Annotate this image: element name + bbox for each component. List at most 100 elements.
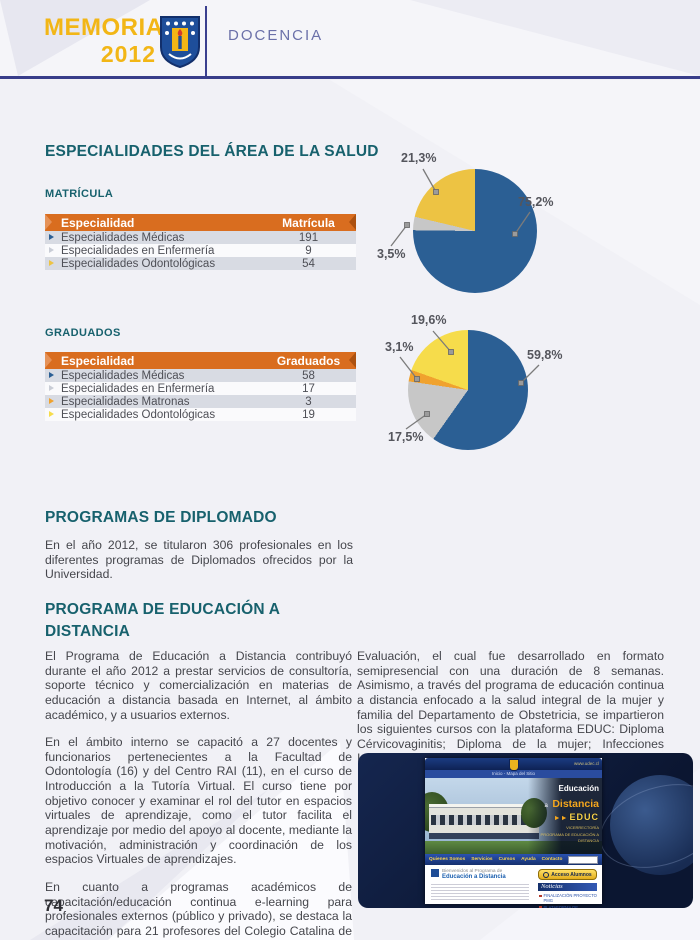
acceso-alumnos-button: Acceso Alumnos xyxy=(538,869,597,880)
row-marker-icon xyxy=(49,398,54,404)
site-search-box xyxy=(568,855,598,864)
hero-caption2: PROGRAMA DE EDUCACIÓN A DISTANCIA xyxy=(540,832,599,843)
noticias-list: FINALIZACIÓN PROYECTO PMG PLATAFORMA DE … xyxy=(538,893,597,908)
hero-caption1: VICERRECTORÍA xyxy=(566,825,599,831)
salud-title: ESPECIALIDADES DEL ÁREA DE LA SALUD xyxy=(45,143,379,160)
table-row: Especialidades Odontológicas 19 xyxy=(45,408,356,421)
news-item-label: PLATAFORMA DE COMUNICACIONES INTERACTIVA… xyxy=(543,904,579,908)
educ-arrows-icon: ►► xyxy=(553,815,568,823)
row-value: 17 xyxy=(302,382,315,395)
news-item-label: FINALIZACIÓN PROYECTO PMG xyxy=(543,893,597,904)
welcome-small: Bienvenidos al Programa de xyxy=(442,869,503,874)
educ-logo: EDUC xyxy=(569,812,599,823)
diplomado-title: PROGRAMAS DE DIPLOMADO xyxy=(45,509,277,526)
building-windows xyxy=(431,815,537,825)
row-label: Especialidades Odontológicas xyxy=(61,257,216,270)
section-label: DOCENCIA xyxy=(228,27,324,44)
brand-year: 2012 xyxy=(100,41,156,67)
placeholder-body-text xyxy=(431,884,529,902)
row-marker-icon xyxy=(49,372,54,378)
site-navbar: Quienes Somos Servicios Cursos Ayuda Con… xyxy=(425,854,602,865)
welcome-icon xyxy=(431,869,439,877)
hero-text-block: Educación a Distancia ►► EDUC VICERRECTO… xyxy=(533,784,599,843)
table-row: Especialidades Matronas 3 xyxy=(45,395,356,408)
paragraph: Evaluación, el cual fue desarrollado en … xyxy=(357,649,664,765)
col-matricula: Matrícula xyxy=(282,215,335,230)
site-nav-item: Ayuda xyxy=(521,857,536,862)
welcome-block: Bienvenidos al Programa de Educación a D… xyxy=(431,869,533,904)
distancia-title: PROGRAMA DE EDUCACIÓN A DISTANCIA xyxy=(45,601,280,640)
site-nav-item: Servicios xyxy=(471,857,493,862)
matricula-label: MATRÍCULA xyxy=(45,188,114,200)
hero-shade xyxy=(528,778,602,854)
pie-label: 59,8% xyxy=(527,348,563,362)
hero-line1: Educación xyxy=(558,784,599,793)
pie-label: 75,2% xyxy=(518,195,554,209)
graduados-pie-chart: 19,6% 3,1% 59,8% 17,5% xyxy=(383,310,583,450)
table-row: Especialidades Médicas 58 xyxy=(45,369,356,382)
site-url: www.udec.cl xyxy=(573,761,599,766)
graduados-table-header: Especialidad Graduados xyxy=(45,352,356,369)
news-item: FINALIZACIÓN PROYECTO PMG xyxy=(538,893,597,904)
row-value: 58 xyxy=(302,369,315,382)
site-breadcrumb: Inicio - Mapa del Sitio xyxy=(425,770,602,778)
ribbon-arrow-right-icon xyxy=(349,214,356,230)
diplomado-body: En el año 2012, se titularon 306 profesi… xyxy=(45,538,353,582)
pie-label: 17,5% xyxy=(388,430,424,444)
col-especialidad: Especialidad xyxy=(61,353,135,368)
row-value: 19 xyxy=(302,408,315,421)
paragraph: En cuanto a programas académicos de capa… xyxy=(45,879,352,940)
row-label: Especialidades en Enfermería xyxy=(61,244,215,257)
site-nav-item: Quienes Somos xyxy=(429,857,466,862)
row-marker-icon xyxy=(49,247,54,253)
ribbon-arrow-left-icon xyxy=(45,352,52,368)
site-crest-icon xyxy=(509,759,519,771)
pie-graphic xyxy=(408,330,528,450)
globe-graphic xyxy=(610,775,693,875)
matricula-table-header: Especialidad Matrícula xyxy=(45,214,356,231)
pie-label: 3,1% xyxy=(385,340,414,354)
row-label: Especialidades en Enfermería xyxy=(61,382,215,395)
table-row: Especialidades en Enfermería 9 xyxy=(45,244,356,257)
paragraph: El Programa de Educación a Distancia con… xyxy=(45,649,352,722)
row-marker-icon xyxy=(49,260,54,266)
table-row: Especialidades Médicas 191 xyxy=(45,231,356,244)
pie-graphic xyxy=(413,169,537,293)
noticias-header: Noticias xyxy=(538,883,597,891)
acceso-alumnos-label: Acceso Alumnos xyxy=(551,871,592,878)
row-value: 3 xyxy=(305,395,312,408)
ribbon-arrow-right-icon xyxy=(349,352,356,368)
power-icon xyxy=(543,871,550,878)
row-value: 54 xyxy=(302,257,315,270)
distancia-left-column: El Programa de Educación a Distancia con… xyxy=(45,649,352,940)
col-especialidad: Especialidad xyxy=(61,215,135,230)
header-divider xyxy=(205,6,207,76)
ribbon-arrow-left-icon xyxy=(45,214,52,230)
table-row: Especialidades en Enfermería 17 xyxy=(45,382,356,395)
graduados-label: GRADUADOS xyxy=(45,327,121,339)
row-label: Especialidades Médicas xyxy=(61,231,185,244)
col-graduados: Graduados xyxy=(276,353,341,368)
pie-label: 3,5% xyxy=(377,247,406,261)
bullet-icon xyxy=(539,894,542,897)
matricula-table: Especialidad Matrícula Especialidades Mé… xyxy=(45,214,356,270)
hero-line2-small: a xyxy=(544,802,548,809)
site-topbar: www.udec.cl xyxy=(425,758,602,771)
news-item: PLATAFORMA DE COMUNICACIONES INTERACTIVA… xyxy=(538,905,597,908)
site-sidebar: Acceso Alumnos Noticias FINALIZACIÓN PRO… xyxy=(538,869,597,908)
row-label: Especialidades Matronas xyxy=(61,395,190,408)
header-rule xyxy=(0,76,700,79)
graduados-table: Especialidad Graduados Especialidades Mé… xyxy=(45,352,356,421)
row-marker-icon xyxy=(49,234,54,240)
table-row: Especialidades Odontológicas 54 xyxy=(45,257,356,270)
row-marker-icon xyxy=(49,411,54,417)
page-number: 74 xyxy=(44,896,63,915)
row-label: Especialidades Odontológicas xyxy=(61,408,216,421)
building-band xyxy=(429,833,539,839)
educ-website-screenshot: www.udec.cl Inicio - Mapa del Sitio Educ… xyxy=(358,753,693,908)
site-content: Bienvenidos al Programa de Educación a D… xyxy=(425,865,602,908)
distancia-right-column: Evaluación, el cual fue desarrollado en … xyxy=(357,649,664,779)
matricula-pie-chart: 21,3% 75,2% 3,5% xyxy=(377,148,583,298)
pie-label: 19,6% xyxy=(411,313,447,327)
